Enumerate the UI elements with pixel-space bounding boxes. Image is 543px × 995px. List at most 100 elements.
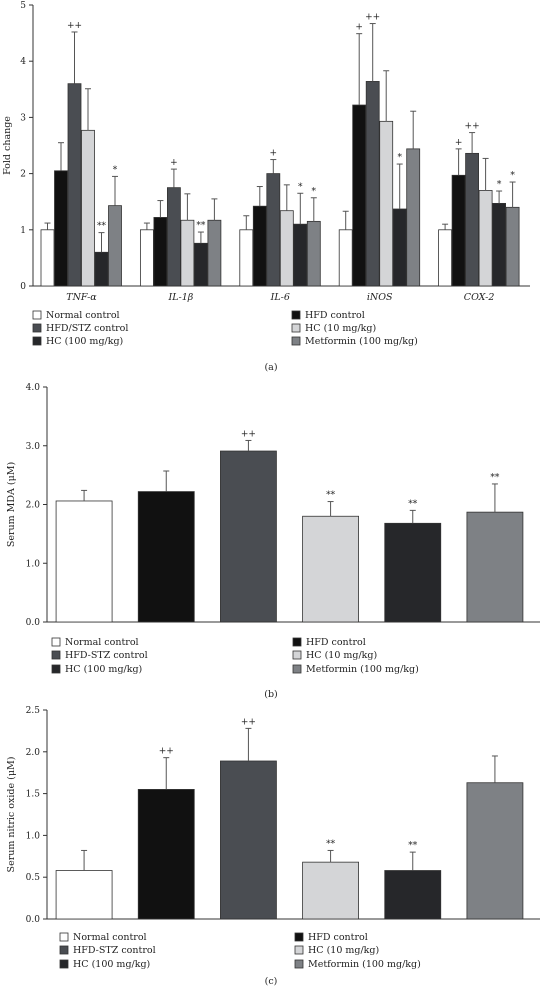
normal-control-bar bbox=[55, 870, 113, 920]
tnf-hfd-stz-control-significance-mark: ++ bbox=[67, 21, 82, 31]
legend-item-hc-10-mg-kg: HC (10 mg/kg) bbox=[292, 650, 377, 661]
legend-item-metformin-100-mg-kg: Metformin (100 mg/kg) bbox=[294, 959, 421, 970]
il-6-hfd-control-bar bbox=[252, 205, 267, 287]
y-tick-label: 0 bbox=[20, 282, 26, 292]
y-tick-label: 1.5 bbox=[26, 790, 41, 800]
il-1-hc-100-mg-kg-bar bbox=[193, 242, 208, 287]
inos-hc-10-mg-kg-bar bbox=[379, 120, 394, 287]
il-6-hfd-stz-control-significance-mark: + bbox=[270, 149, 278, 159]
il-1-metformin-100-mg-kg-bar bbox=[207, 219, 222, 287]
inos-hfd-stz-control-bar bbox=[365, 81, 380, 287]
hc-10-mg-kg-bar bbox=[302, 515, 359, 623]
hc-100-mg-kg-significance-mark: ** bbox=[408, 499, 418, 509]
legend-swatch bbox=[291, 310, 301, 320]
y-tick-label: 4 bbox=[20, 57, 26, 67]
hfd-stz-control-bar bbox=[220, 760, 277, 920]
legend-label: HFD control bbox=[305, 310, 365, 321]
hc-10-mg-kg-bar bbox=[302, 861, 359, 920]
tnf-hc-100-mg-kg-bar bbox=[94, 251, 109, 287]
legend-label: HC (100 mg/kg) bbox=[73, 959, 150, 970]
panel-c-chart: 0.0 0.5 1.0 1.5 2.0 2.5 Serum nitric oxide (μM… bbox=[6, 706, 540, 987]
inos-hc-100-mg-kg-bar bbox=[392, 208, 407, 287]
legend-label: Normal control bbox=[46, 310, 120, 321]
hfd-control-bar bbox=[137, 491, 195, 623]
il-6-metformin-100-mg-kg-significance-mark: * bbox=[312, 187, 317, 197]
legend-swatch bbox=[59, 945, 69, 955]
hfd-control-bar bbox=[137, 789, 195, 920]
tnf-hc-10-mg-kg-bar bbox=[81, 129, 95, 287]
cox-2-hfd-control-significance-mark: + bbox=[455, 138, 463, 148]
legend-label: Metformin (100 mg/kg) bbox=[306, 664, 419, 675]
legend-swatch bbox=[294, 959, 304, 969]
metformin-100-mg-kg-bar bbox=[466, 782, 524, 920]
tnf-hfd-stz-control-bar bbox=[67, 83, 82, 287]
inos-hfd-stz-control-significance-mark: ++ bbox=[365, 13, 380, 23]
metformin-100-mg-kg-bar bbox=[466, 511, 524, 623]
tnf-metformin-100-mg-kg-bar bbox=[108, 205, 122, 287]
cox-2-hc-100-mg-kg-bar bbox=[492, 202, 507, 287]
y-tick-label: 0.0 bbox=[26, 915, 41, 925]
legend-label: Metformin (100 mg/kg) bbox=[308, 959, 421, 970]
legend-swatch bbox=[292, 664, 302, 674]
cox-2-normal-control-bar bbox=[438, 229, 453, 287]
y-tick-label: 0.5 bbox=[26, 873, 41, 883]
il-6-hc-100-mg-kg-bar bbox=[293, 223, 308, 287]
y-axis-label: Serum nitric oxide (μM) bbox=[6, 757, 17, 873]
legend-label: Metformin (100 mg/kg) bbox=[305, 336, 418, 347]
il-1-normal-control-bar bbox=[139, 229, 154, 287]
x-tick-label: COX-2 bbox=[464, 292, 495, 303]
legend-swatch bbox=[291, 323, 301, 333]
legend-item-hc-100-mg-kg: HC (100 mg/kg) bbox=[59, 959, 150, 970]
legend-label: HC (10 mg/kg) bbox=[308, 945, 379, 956]
y-axis-label: Serum MDA (μM) bbox=[6, 462, 17, 547]
y-tick-label: 1.0 bbox=[26, 559, 41, 569]
hc-100-mg-kg-bar bbox=[384, 870, 442, 920]
tnf-normal-control-bar bbox=[40, 229, 55, 287]
cox-2-metformin-100-mg-kg-significance-mark: * bbox=[510, 171, 515, 181]
il-6-hc-100-mg-kg-significance-mark: * bbox=[298, 182, 303, 192]
legend-swatch bbox=[59, 959, 69, 969]
metformin-100-mg-kg-significance-mark: ** bbox=[490, 473, 500, 483]
hc-10-mg-kg-significance-mark: ** bbox=[326, 839, 336, 849]
normal-control-bar bbox=[55, 500, 113, 623]
y-tick-label: 2.0 bbox=[26, 748, 41, 758]
y-tick-label: 1.0 bbox=[26, 831, 41, 841]
legend-label: HFD/STZ control bbox=[46, 323, 128, 334]
legend-item-hfd-stz-control: HFD-STZ control bbox=[59, 945, 156, 956]
legend-item-normal-control: Normal control bbox=[32, 310, 120, 321]
legend-swatch bbox=[294, 945, 304, 955]
hc-100-mg-kg-bar bbox=[384, 522, 442, 623]
legend-label: Normal control bbox=[65, 637, 139, 648]
il-1-hfd-control-bar bbox=[153, 217, 168, 287]
legend-item-normal-control: Normal control bbox=[51, 637, 139, 648]
inos-metformin-100-mg-kg-bar bbox=[406, 148, 421, 287]
tnf-hfd-control-bar bbox=[54, 170, 68, 287]
y-tick-label: 2.5 bbox=[26, 706, 41, 716]
legend-item-hfd-control: HFD control bbox=[292, 637, 366, 648]
y-axis-label: Fold change bbox=[2, 116, 13, 175]
y-tick-label: 1 bbox=[20, 226, 26, 236]
inos-hfd-control-significance-mark: + bbox=[355, 23, 363, 33]
legend-swatch bbox=[32, 323, 42, 333]
hc-100-mg-kg-significance-mark: ** bbox=[408, 841, 418, 851]
il-6-normal-control-bar bbox=[239, 229, 254, 287]
inos-hfd-control-bar bbox=[352, 104, 367, 287]
il-6-hfd-stz-control-bar bbox=[266, 173, 281, 287]
cox-2-hc-10-mg-kg-bar bbox=[478, 190, 493, 287]
legend-item-hfd-stz-control: HFD/STZ control bbox=[32, 323, 128, 334]
legend-item-normal-control: Normal control bbox=[59, 932, 147, 943]
legend-swatch bbox=[51, 664, 61, 674]
il-6-metformin-100-mg-kg-bar bbox=[306, 220, 321, 287]
legend-label: HFD-STZ control bbox=[65, 650, 148, 661]
tnf-metformin-100-mg-kg-significance-mark: * bbox=[113, 165, 118, 175]
y-tick-label: 5 bbox=[20, 1, 26, 11]
legend-item-hc-100-mg-kg: HC (100 mg/kg) bbox=[32, 336, 123, 347]
legend-swatch bbox=[292, 650, 302, 660]
legend-label: HC (10 mg/kg) bbox=[306, 650, 377, 661]
legend-item-hc-10-mg-kg: HC (10 mg/kg) bbox=[294, 945, 379, 956]
x-tick-label: IL-1β bbox=[167, 292, 193, 303]
panel-label: (a) bbox=[264, 362, 277, 373]
y-tick-label: 3 bbox=[20, 113, 26, 123]
